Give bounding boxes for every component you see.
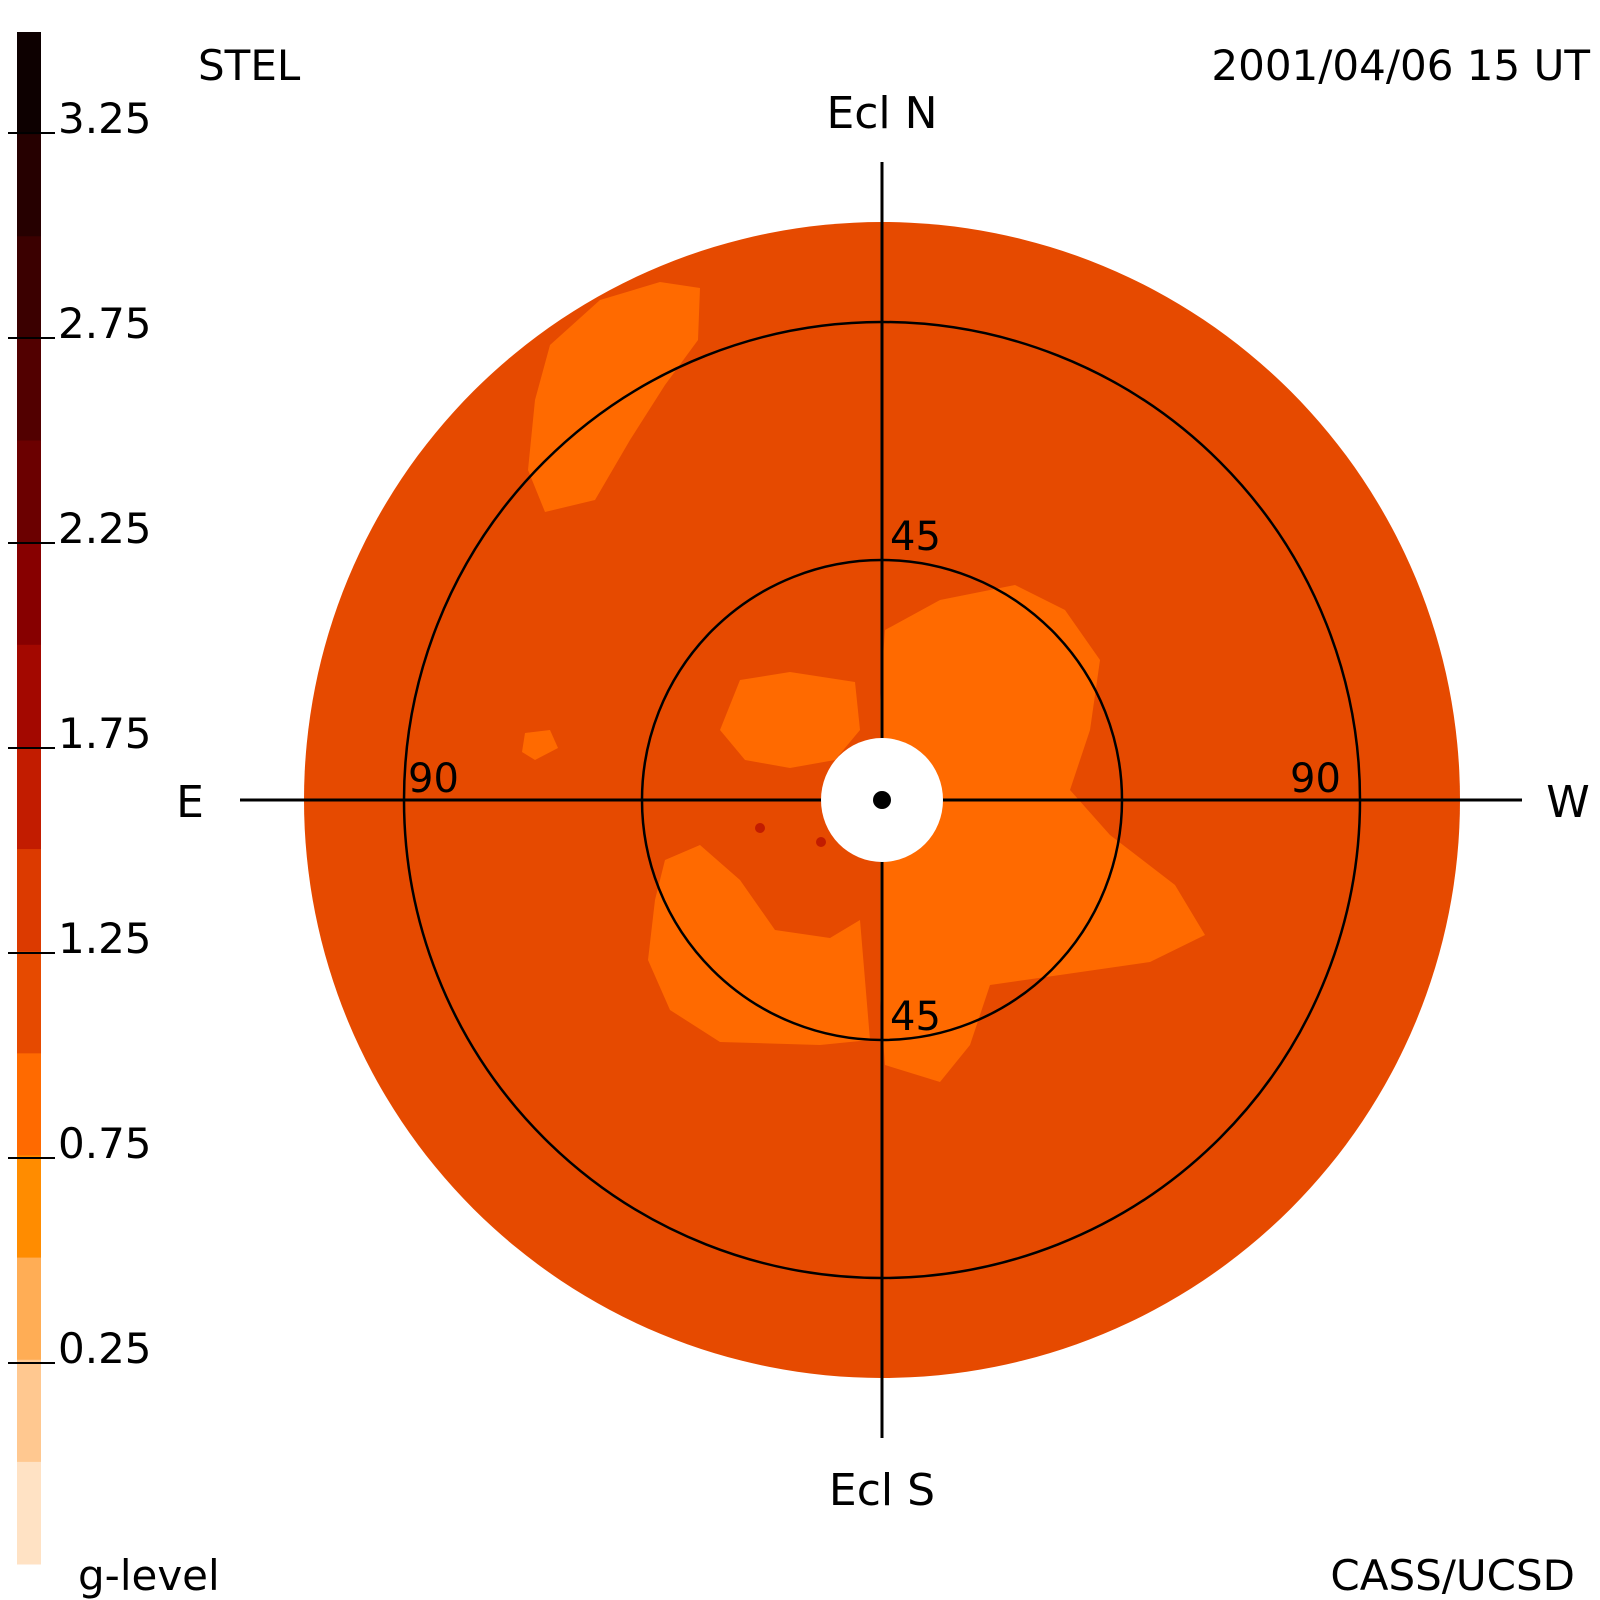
colorbar-band [17,1257,41,1361]
colorbar-title: g-level [78,1551,220,1600]
colorbar-tick-label: 3.25 [58,94,152,143]
instrument-label: STEL [198,41,301,90]
enhancement-region-south [648,845,870,1045]
sky-map: 45 45 90 90 Ecl N Ecl S E W [176,88,1590,1516]
direction-label-south: Ecl S [829,1465,935,1516]
colorbar-band [17,134,41,237]
high-value-spot [816,837,826,847]
direction-label-north: Ecl N [826,88,937,139]
colorbar-tick-label: 1.25 [58,914,152,963]
ring-label-inner-top: 45 [890,514,941,560]
colorbar-band [17,951,41,1054]
enhancement-spot-east [522,730,558,760]
enhancement-region-center-north [720,672,860,768]
timestamp-label: 2001/04/06 15 UT [1211,41,1590,90]
colorbar-tick-label: 2.75 [58,299,152,348]
colorbar-band [17,1053,41,1156]
colorbar: 3.25 2.75 2.25 1.75 1.25 0.75 0.25 [8,32,152,1565]
sun-center-marker [873,791,891,809]
colorbar-band [17,542,41,646]
colorbar-band [17,1461,41,1565]
enhancement-region-west [880,585,1205,1082]
high-value-spot [755,823,765,833]
colorbar-band [17,746,41,850]
colorbar-band [17,644,41,748]
colorbar-band [17,338,41,442]
colorbar-tick-label: 0.25 [58,1324,152,1373]
ring-label-outer-left: 90 [408,756,459,802]
direction-label-west: W [1546,777,1590,828]
ring-label-inner-bottom: 45 [890,994,941,1040]
high-value-spots [755,823,826,847]
enhancement-regions [522,282,1205,1082]
colorbar-tick-label: 0.75 [58,1119,152,1168]
colorbar-band [17,1359,41,1463]
enhancement-region-northeast [528,282,700,512]
colorbar-band [17,32,41,135]
colorbar-band [17,236,41,339]
direction-label-east: E [176,777,204,828]
colorbar-ticks: 3.25 2.75 2.25 1.75 1.25 0.75 0.25 [8,94,152,1373]
ring-label-outer-right: 90 [1290,756,1341,802]
colorbar-band [17,849,41,952]
credit-label: CASS/UCSD [1330,1551,1575,1600]
colorbar-tick-label: 2.25 [58,504,152,553]
colorbar-tick-label: 1.75 [58,709,152,758]
colorbar-band [17,1155,41,1259]
colorbar-bands [17,32,41,1565]
colorbar-band [17,440,41,544]
